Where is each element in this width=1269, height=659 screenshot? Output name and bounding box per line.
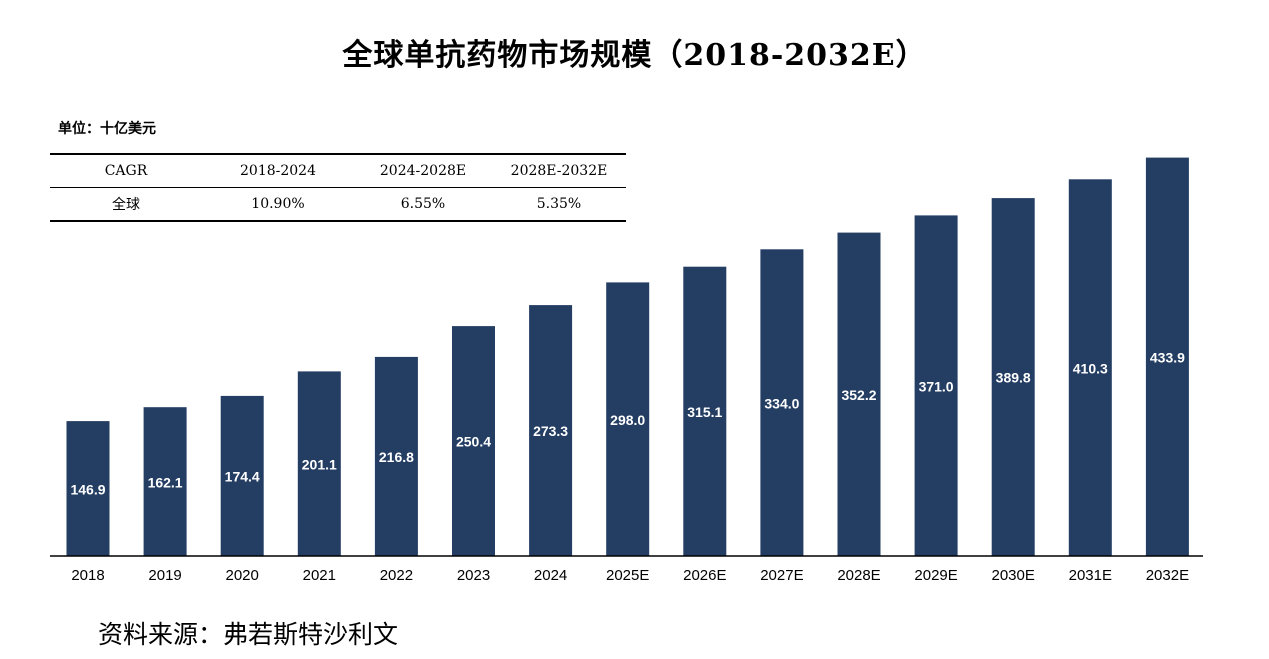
x-tick-label: 2027E xyxy=(760,567,803,584)
bar xyxy=(374,356,418,556)
bar xyxy=(837,232,881,556)
data-label: 250.4 xyxy=(456,434,491,450)
x-tick-label: 2024 xyxy=(534,567,567,584)
x-tick-label: 2018 xyxy=(71,567,104,584)
bar xyxy=(220,395,264,556)
x-tick-label: 2023 xyxy=(457,567,490,584)
cagr-table-row: 全球 10.90% 6.55% 5.35% xyxy=(50,187,626,222)
bar xyxy=(66,421,110,556)
data-label: 146.9 xyxy=(70,481,105,497)
x-tick-label: 2030E xyxy=(992,567,1035,584)
x-tick-label: 2029E xyxy=(914,567,957,584)
data-label: 410.3 xyxy=(1073,360,1108,376)
chart-title: 全球单抗药物市场规模（2018-2032E） xyxy=(342,38,927,73)
x-tick-label: 2020 xyxy=(226,567,259,584)
unit-label: 单位：十亿美元 xyxy=(58,121,156,137)
bar xyxy=(1068,179,1112,557)
bar xyxy=(991,198,1035,556)
x-tick-label: 2022 xyxy=(380,567,413,584)
bar xyxy=(683,266,727,556)
bar xyxy=(529,305,573,556)
data-label: 174.4 xyxy=(225,469,260,485)
data-label: 371.0 xyxy=(919,378,954,394)
x-tick-label: 2025E xyxy=(606,567,649,584)
cagr-cell: 10.90% xyxy=(202,187,354,222)
bar xyxy=(297,371,341,556)
bar xyxy=(606,282,650,556)
bar xyxy=(914,215,958,556)
data-label: 352.2 xyxy=(841,387,876,403)
data-label: 433.9 xyxy=(1150,350,1185,366)
x-tick-label: 2031E xyxy=(1069,567,1112,584)
cagr-header-cell: 2028E-2032E xyxy=(492,153,626,188)
cagr-cell: 6.55% xyxy=(354,187,492,222)
x-tick-label: 2028E xyxy=(837,567,880,584)
data-label: 298.0 xyxy=(610,412,645,428)
cagr-header-cell: 2018-2024 xyxy=(202,153,354,188)
data-label: 273.3 xyxy=(533,423,568,439)
data-label: 334.0 xyxy=(764,395,799,411)
cagr-cell: 全球 xyxy=(50,187,202,222)
bar xyxy=(1145,157,1189,556)
x-tick-label: 2026E xyxy=(683,567,726,584)
x-tick-label: 2032E xyxy=(1146,567,1189,584)
data-label: 216.8 xyxy=(379,449,414,465)
cagr-cell: 5.35% xyxy=(492,187,626,222)
bar xyxy=(143,407,187,556)
data-label: 201.1 xyxy=(302,456,337,472)
bar xyxy=(452,326,495,556)
cagr-header-cell: 2024-2028E xyxy=(354,153,492,188)
bar xyxy=(760,249,804,557)
cagr-table-header-row: CAGR 2018-2024 2024-2028E 2028E-2032E xyxy=(50,153,626,188)
data-label: 162.1 xyxy=(148,474,183,490)
cagr-header-cell: CAGR xyxy=(50,153,202,188)
x-tick-label: 2019 xyxy=(148,567,181,584)
cagr-table: CAGR 2018-2024 2024-2028E 2028E-2032E 全球… xyxy=(50,153,626,222)
x-tick-label: 2021 xyxy=(303,567,336,584)
data-label: 315.1 xyxy=(687,404,722,420)
source-note: 资料来源：弗若斯特沙利文 xyxy=(98,620,399,649)
data-label: 389.8 xyxy=(996,370,1031,386)
